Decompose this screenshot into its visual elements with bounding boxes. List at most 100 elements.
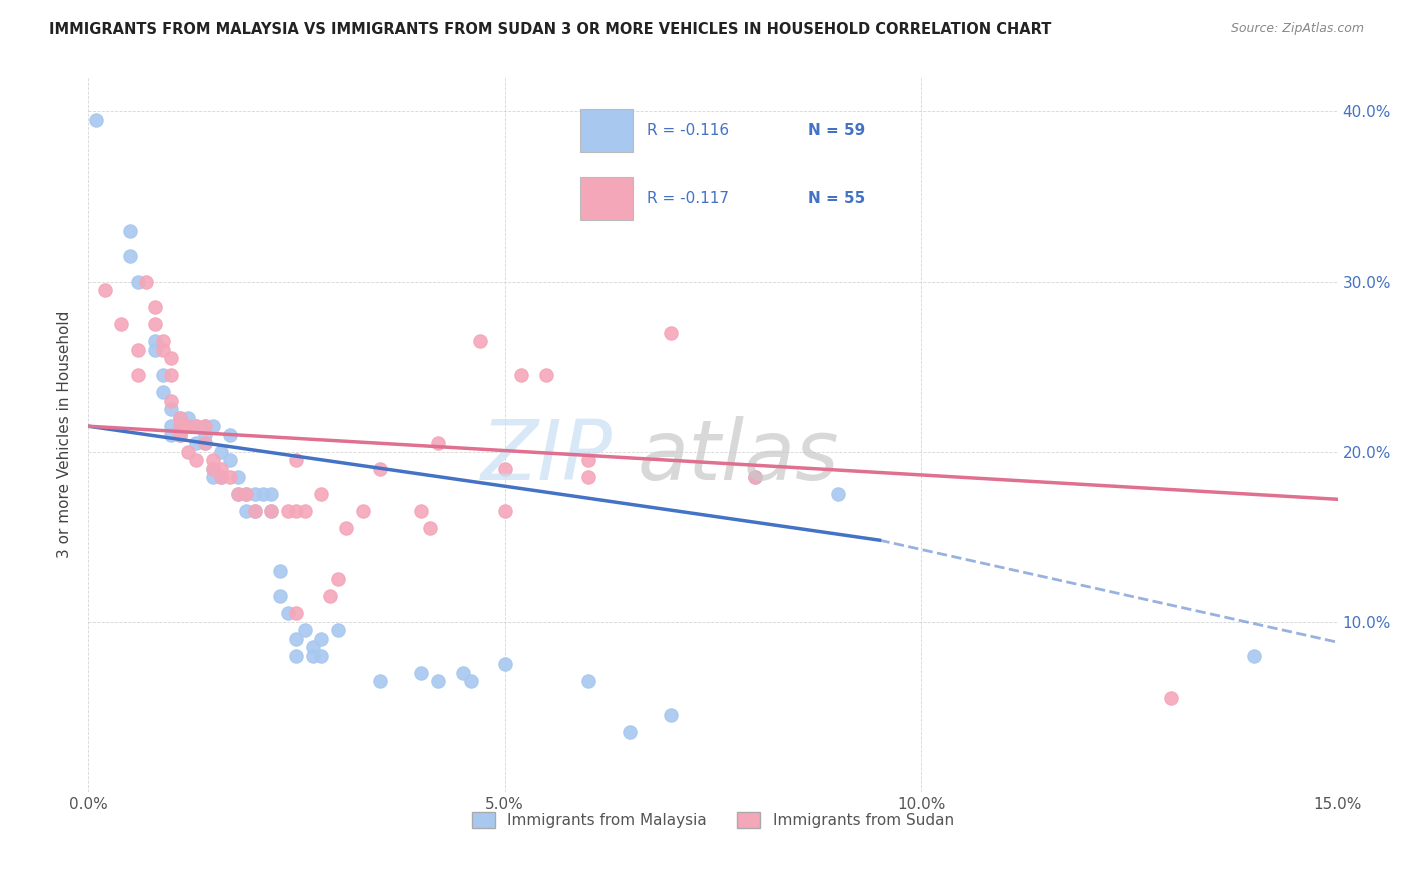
Point (235, 504, 257, 518)
Point (311, 632, 333, 646)
Point (194, 419, 217, 434)
Point (186, 419, 208, 434)
Point (202, 470, 225, 484)
Point (243, 504, 266, 518)
Point (94, 283, 117, 297)
Point (169, 410, 191, 425)
Point (186, 453, 208, 467)
Point (177, 419, 200, 434)
Point (194, 436, 217, 450)
Point (302, 648, 325, 663)
Point (160, 419, 183, 434)
Point (127, 343, 149, 357)
Point (202, 453, 225, 467)
Point (494, 461, 516, 475)
Point (827, 487, 849, 501)
Point (451, 665, 474, 680)
Point (252, 487, 274, 501)
Point (202, 461, 225, 475)
Point (243, 487, 266, 501)
Point (177, 419, 200, 434)
Point (218, 427, 240, 442)
Point (269, 564, 291, 578)
Point (169, 427, 191, 442)
Y-axis label: 3 or more Vehicles in Household: 3 or more Vehicles in Household (58, 311, 72, 558)
Point (1243, 648, 1265, 663)
Point (209, 470, 232, 484)
Point (186, 436, 208, 450)
Point (260, 487, 283, 501)
Point (226, 470, 249, 484)
Point (468, 334, 491, 348)
Point (177, 410, 200, 425)
Point (311, 487, 333, 501)
Point (419, 521, 441, 535)
Point (152, 334, 174, 348)
Text: IMMIGRANTS FROM MALAYSIA VS IMMIGRANTS FROM SUDAN 3 OR MORE VEHICLES IN HOUSEHOL: IMMIGRANTS FROM MALAYSIA VS IMMIGRANTS F… (49, 22, 1052, 37)
Point (335, 521, 357, 535)
Point (160, 393, 183, 408)
Point (659, 326, 682, 340)
Point (411, 665, 433, 680)
Point (160, 368, 183, 383)
Point (169, 410, 191, 425)
Point (143, 334, 166, 348)
Point (226, 487, 249, 501)
Point (86, 112, 108, 127)
Point (260, 504, 283, 518)
Text: ZIP: ZIP (481, 416, 613, 497)
Point (368, 674, 391, 689)
Point (494, 657, 516, 672)
Point (1160, 691, 1182, 706)
Point (269, 590, 291, 604)
Point (619, 725, 641, 739)
Point (218, 470, 240, 484)
Point (160, 427, 183, 442)
Point (235, 487, 257, 501)
Point (277, 504, 299, 518)
Point (135, 275, 157, 289)
Point (160, 351, 183, 366)
Point (209, 470, 232, 484)
Point (152, 368, 174, 383)
Point (169, 419, 191, 434)
Point (326, 572, 349, 586)
Point (143, 317, 166, 331)
Legend: Immigrants from Malaysia, Immigrants from Sudan: Immigrants from Malaysia, Immigrants fro… (465, 806, 960, 834)
Point (744, 470, 766, 484)
Point (152, 343, 174, 357)
Point (576, 674, 599, 689)
Point (260, 504, 283, 518)
Point (659, 708, 682, 723)
Point (152, 385, 174, 400)
Point (277, 607, 299, 621)
Point (118, 249, 141, 263)
Point (427, 674, 450, 689)
Point (294, 504, 316, 518)
Point (326, 624, 349, 638)
Point (243, 504, 266, 518)
Point (169, 427, 191, 442)
Point (194, 436, 217, 450)
Point (285, 607, 308, 621)
Point (202, 461, 225, 475)
Point (576, 453, 599, 467)
Point (143, 343, 166, 357)
Point (143, 300, 166, 314)
Point (218, 453, 240, 467)
Point (209, 444, 232, 458)
Point (319, 590, 342, 604)
Point (285, 632, 308, 646)
Text: Source: ZipAtlas.com: Source: ZipAtlas.com (1230, 22, 1364, 36)
Point (235, 487, 257, 501)
Point (127, 368, 149, 383)
Point (160, 402, 183, 417)
Point (285, 648, 308, 663)
Point (510, 368, 533, 383)
Point (169, 419, 191, 434)
Point (576, 470, 599, 484)
Point (194, 427, 217, 442)
Point (744, 470, 766, 484)
Point (536, 368, 558, 383)
Point (302, 640, 325, 655)
